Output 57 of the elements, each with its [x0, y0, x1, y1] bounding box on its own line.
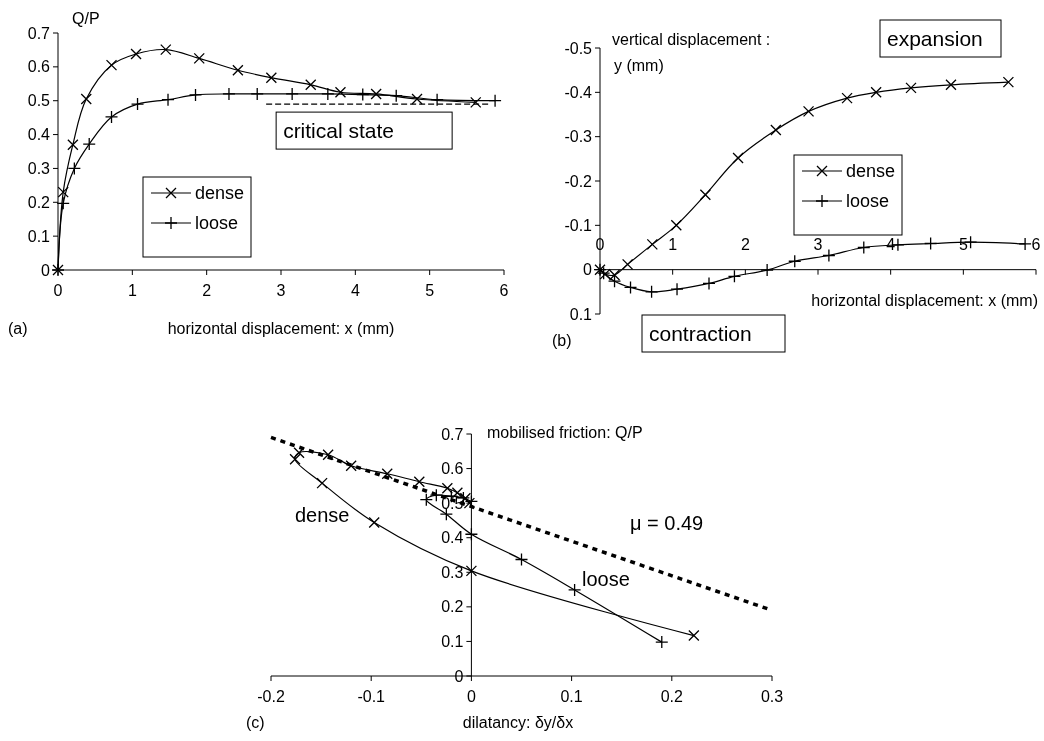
x-tick-label: 4: [350, 282, 360, 299]
y-tick-label: 0.7: [441, 425, 464, 443]
y-tick-label: 0.2: [27, 193, 51, 211]
x-tick-label: -0.2: [257, 688, 285, 705]
y-tick-label: 0: [583, 261, 593, 279]
x-tick-label: 0.3: [760, 688, 784, 705]
text: (c): [246, 714, 265, 731]
y-tick-label: 0.6: [27, 58, 51, 76]
x-tick-label: 2: [740, 235, 750, 253]
x-tick-label: 0: [53, 282, 63, 299]
y-tick-label: 0: [41, 261, 51, 279]
series-label: μ = 0.49: [630, 512, 704, 534]
annotation: critical state: [283, 119, 395, 143]
x-tick-label: 0: [595, 235, 605, 253]
y-axis-title: Q/P: [72, 10, 100, 27]
y-tick-label: 0: [454, 667, 464, 685]
y-tick-label: -0.3: [564, 128, 593, 146]
y-tick-label: 0.1: [441, 633, 464, 651]
series-label: dense: [295, 504, 350, 526]
y-tick-label: -0.2: [564, 172, 593, 190]
x-axis-title: horizontal displacement: x (mm): [811, 292, 1038, 309]
legend-label: dense: [846, 161, 896, 182]
y-tick-label: 0.7: [27, 24, 51, 42]
x-tick-label: -0.1: [357, 688, 386, 705]
y-axis-title: mobilised friction: Q/P: [487, 424, 643, 441]
y-tick-label: 0.6: [441, 460, 464, 478]
legend-label: loose: [195, 213, 239, 234]
legend-label: loose: [846, 191, 890, 212]
x-tick-label: 3: [276, 282, 286, 299]
series-label: loose: [582, 568, 630, 590]
y-tick-label: 0.3: [441, 563, 464, 581]
text: contraction: [649, 322, 752, 345]
y-tick-label: 0.4: [441, 529, 464, 547]
x-tick-label: 0.2: [660, 688, 684, 705]
x-tick-label: 1: [668, 235, 678, 253]
y-tick-label: 0.4: [27, 126, 51, 144]
x-tick-label: 6: [1031, 235, 1041, 253]
y-tick-label: -0.5: [564, 39, 593, 57]
text: (b): [552, 332, 572, 349]
y-tick-label: 0.3: [27, 160, 51, 178]
y-tick-label: -0.1: [564, 216, 593, 234]
x-tick-label: 1: [127, 282, 137, 299]
y-tick-label: 0.2: [441, 598, 464, 616]
x-tick-label: 6: [499, 282, 509, 299]
y-axis-title: vertical displacement : y (mm): [612, 31, 771, 74]
y-tick-label: 0.1: [569, 305, 593, 323]
legend-label: dense: [195, 183, 245, 204]
x-tick-label: 0: [466, 688, 476, 705]
text: (a): [8, 320, 28, 337]
x-axis-title: horizontal displacement: x (mm): [167, 320, 395, 337]
x-tick-label: 3: [813, 235, 823, 253]
x-tick-label: 5: [425, 282, 435, 299]
x-tick-label: 2: [202, 282, 212, 299]
annotation: expansion: [887, 27, 983, 50]
y-tick-label: 0.5: [27, 92, 51, 110]
y-tick-label: -0.4: [564, 83, 593, 101]
x-axis-title: dilatancy: δy/δx: [462, 714, 574, 731]
